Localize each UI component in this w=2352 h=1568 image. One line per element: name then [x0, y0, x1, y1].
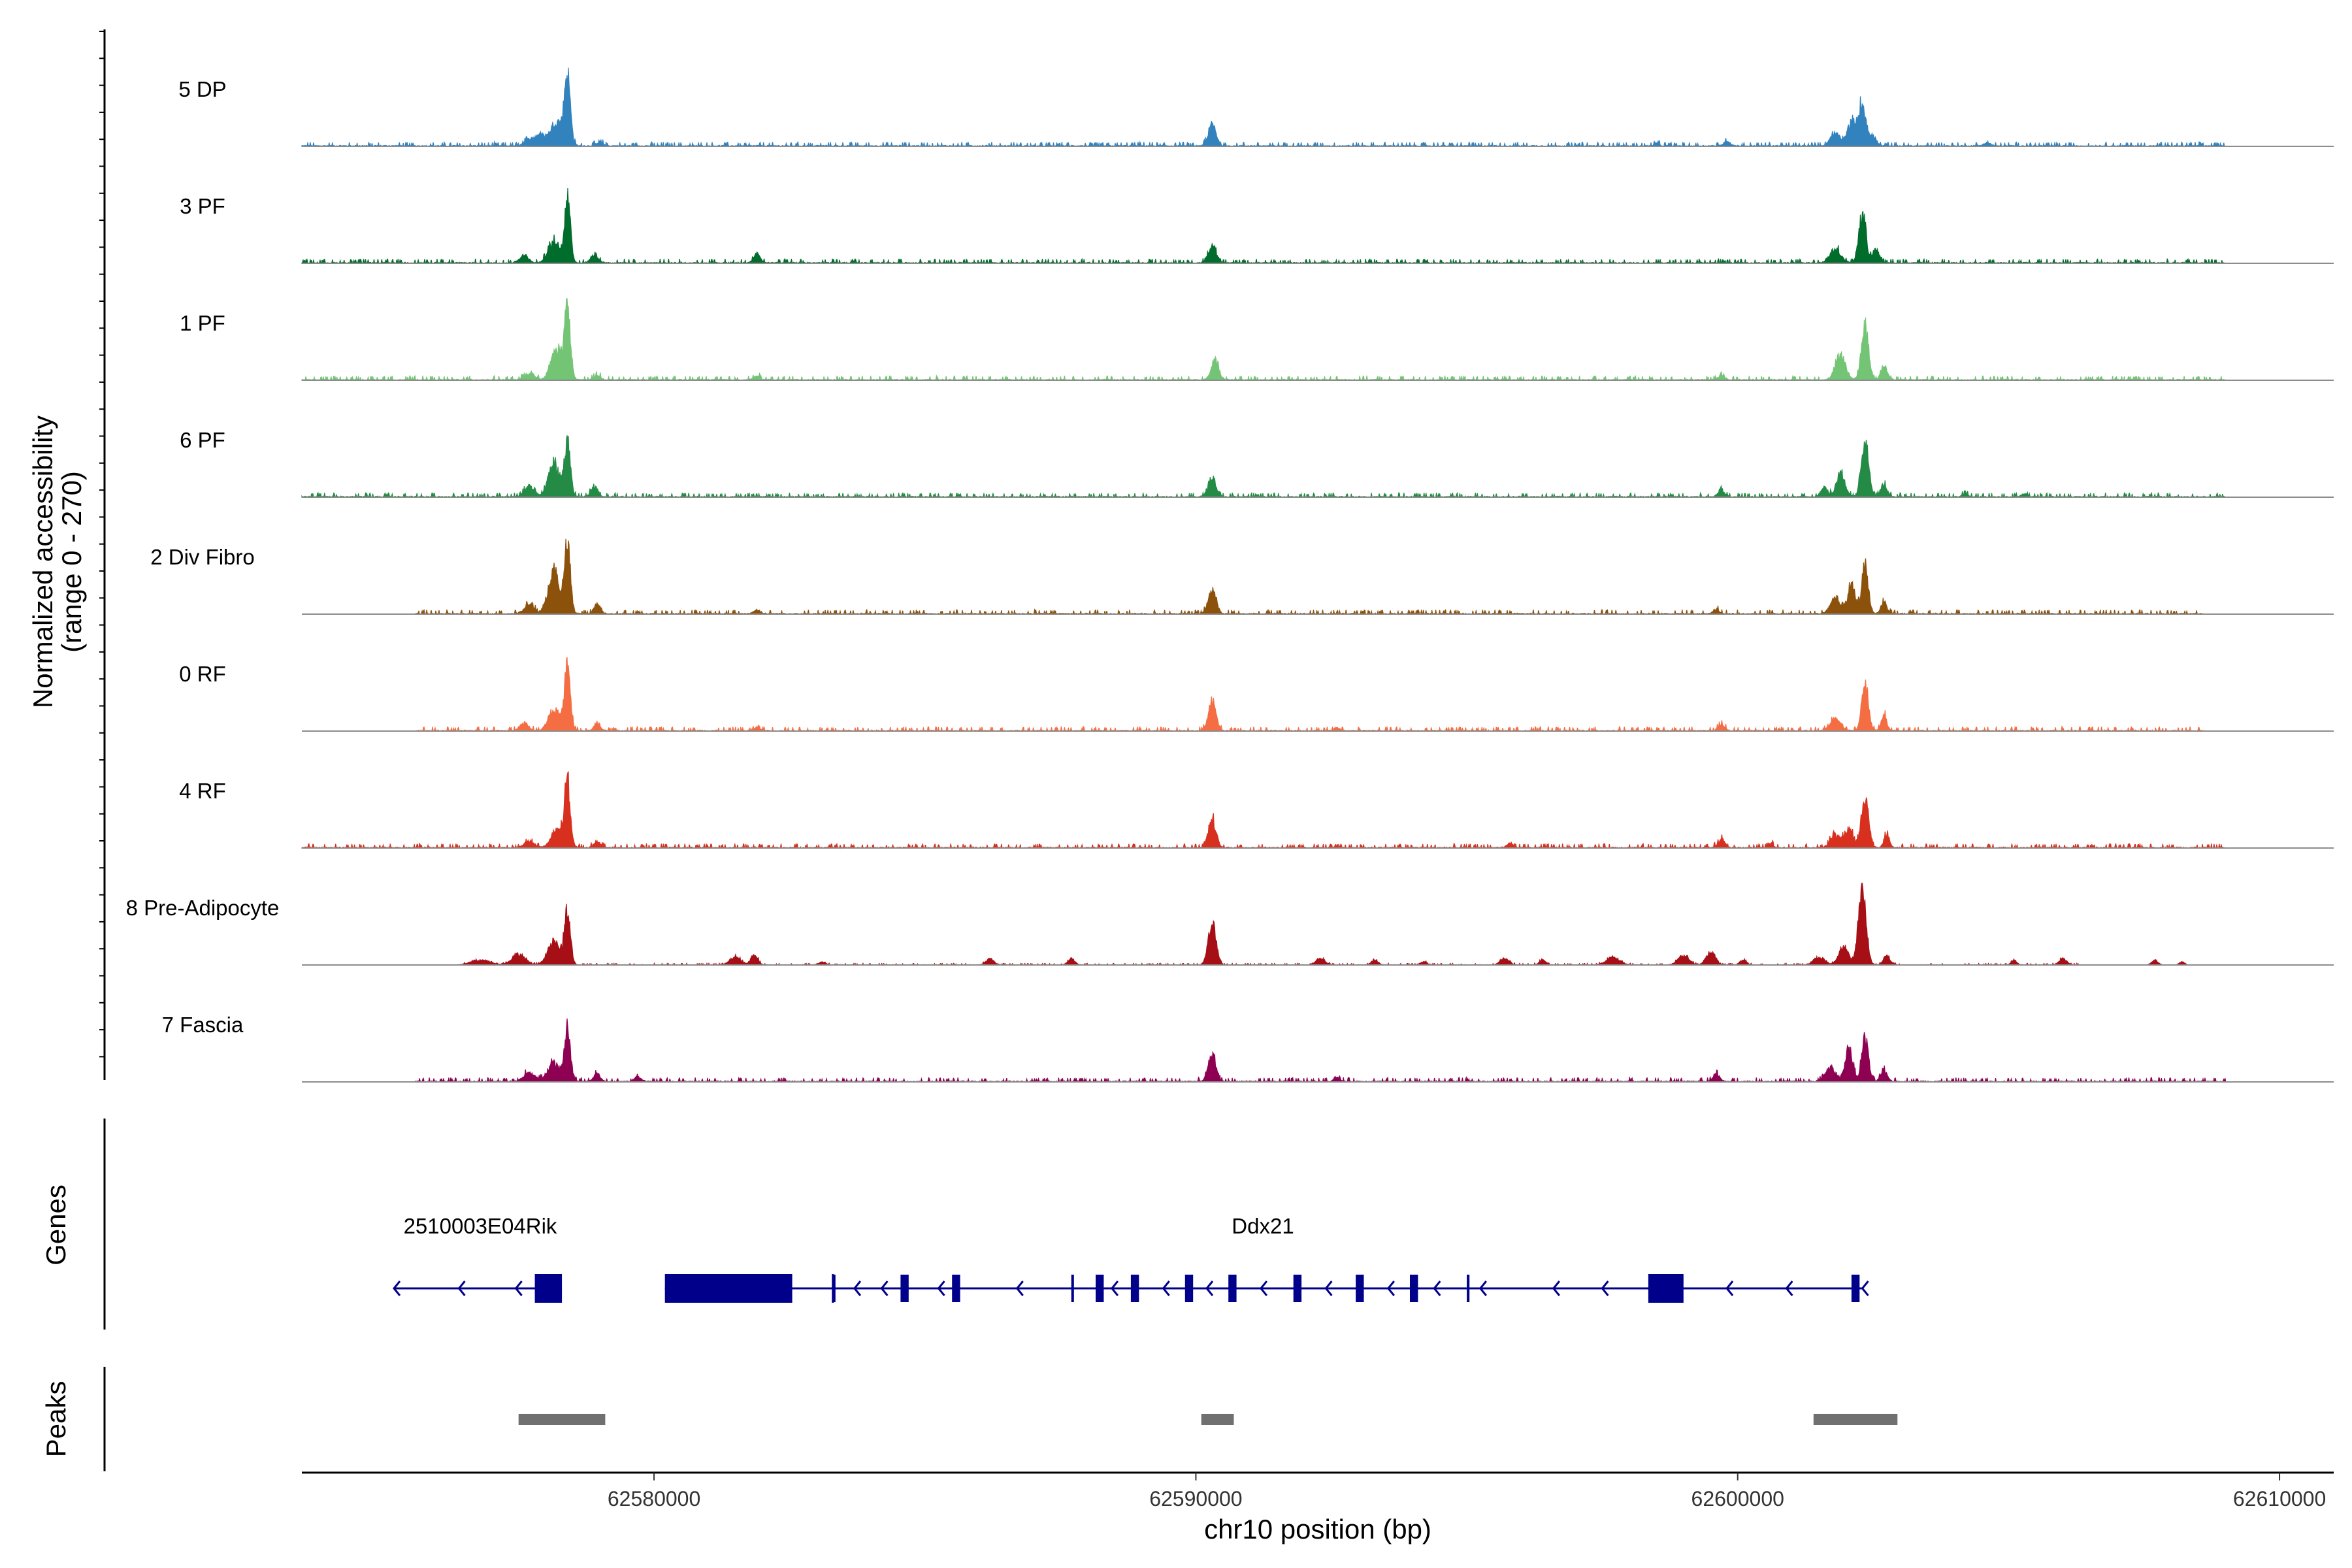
gene-label: Ddx21 [1232, 1214, 1294, 1238]
strand-arrow [1259, 1281, 1268, 1296]
exon [1130, 1275, 1139, 1302]
genes-track-label: Genes [41, 1184, 71, 1266]
exon [664, 1274, 792, 1303]
track-label: 4 RF [179, 779, 226, 803]
strand-arrow [1162, 1281, 1170, 1296]
track-label: 6 PF [180, 428, 225, 452]
track-label: 3 PF [180, 194, 225, 218]
exon [1228, 1275, 1237, 1302]
strand-arrow [1478, 1281, 1487, 1296]
peak-region [1201, 1414, 1234, 1425]
gene: 2510003E04Rik [404, 1214, 557, 1238]
coverage-area [302, 883, 2247, 966]
track-label: 7 Fascia [162, 1013, 244, 1037]
x-axis-title: chr10 position (bp) [1204, 1514, 1431, 1544]
peak-region [518, 1414, 606, 1425]
gene-label: 2510003E04Rik [404, 1214, 557, 1238]
x-tick-label: 62580000 [608, 1487, 700, 1511]
strand-arrow [880, 1281, 889, 1296]
track: 7 Fascia [162, 1013, 2334, 1083]
strand-arrow [1725, 1281, 1734, 1296]
strand-arrow [457, 1281, 466, 1296]
track: 4 RF [179, 771, 2334, 849]
strand-arrow [1785, 1281, 1793, 1296]
gene-annotations: 2510003E04Rik Ddx21 [393, 1214, 1869, 1303]
coverage-area [302, 538, 2247, 615]
track-label: 1 PF [180, 311, 225, 335]
exon [534, 1274, 563, 1303]
exon [1071, 1275, 1074, 1302]
exon [1184, 1275, 1194, 1302]
peak-regions [518, 1414, 1898, 1425]
exon [900, 1275, 909, 1302]
strand-arrow [1552, 1281, 1560, 1296]
strand-arrow [1324, 1281, 1333, 1296]
y-axis-ticks [99, 31, 105, 1058]
track: 6 PF [180, 428, 2334, 498]
strand-arrow [1386, 1281, 1395, 1296]
x-tick-label: 62590000 [1149, 1487, 1242, 1511]
exon [1648, 1274, 1684, 1303]
exon [1096, 1275, 1104, 1302]
strand-arrow [393, 1281, 401, 1296]
strand-arrow [1861, 1281, 1869, 1296]
exon [1467, 1275, 1470, 1302]
exon [952, 1275, 960, 1302]
track: 1 PF [180, 298, 2334, 382]
x-tick-label: 62610000 [2233, 1487, 2326, 1511]
peaks-track-label: Peaks [41, 1381, 71, 1458]
strand-arrow [514, 1281, 523, 1296]
coverage-tracks: 5 DP 3 PF 1 PF 6 PF 2 Div Fibro 0 RF 4 RF 8 Pre… [126, 67, 2334, 1083]
gene: Ddx21 [1232, 1214, 1294, 1238]
track-label: 2 Div Fibro [150, 545, 255, 569]
y-axis-title: Normalized accessibility [27, 416, 58, 708]
coverage-area [301, 435, 2247, 498]
coverage-area [302, 1018, 2247, 1083]
x-tick-label: 62600000 [1691, 1487, 1784, 1511]
strand-arrow [1433, 1281, 1441, 1296]
track: 0 RF [179, 657, 2334, 732]
coverage-area [302, 657, 2247, 732]
exon [1356, 1275, 1364, 1302]
strand-arrow [1205, 1281, 1214, 1296]
exon [1410, 1275, 1418, 1302]
strand-arrow [853, 1281, 862, 1296]
strand-arrow [1601, 1281, 1609, 1296]
exon [1851, 1275, 1860, 1302]
strand-arrow [1110, 1281, 1119, 1296]
track: 8 Pre-Adipocyte [126, 883, 2334, 966]
track-label: 0 RF [179, 662, 226, 686]
track-label: 5 DP [178, 77, 226, 101]
coverage-area [301, 67, 2247, 148]
track: 2 Div Fibro [150, 538, 2334, 615]
exon [832, 1275, 836, 1302]
strand-arrow [1015, 1281, 1024, 1296]
coverage-area [301, 771, 2247, 849]
x-axis-ticks: 62580000 62590000 62600000 62610000 [608, 1473, 2326, 1511]
coverage-area [301, 298, 2247, 382]
track-label: 8 Pre-Adipocyte [126, 896, 280, 920]
track: 5 DP [178, 67, 2334, 148]
coverage-area [301, 188, 2247, 265]
peak-region [1813, 1414, 1898, 1425]
exon [1293, 1275, 1302, 1302]
track: 3 PF [180, 188, 2334, 265]
strand-arrow [937, 1281, 945, 1296]
y-axis-subtitle: (range 0 - 270) [56, 471, 87, 653]
